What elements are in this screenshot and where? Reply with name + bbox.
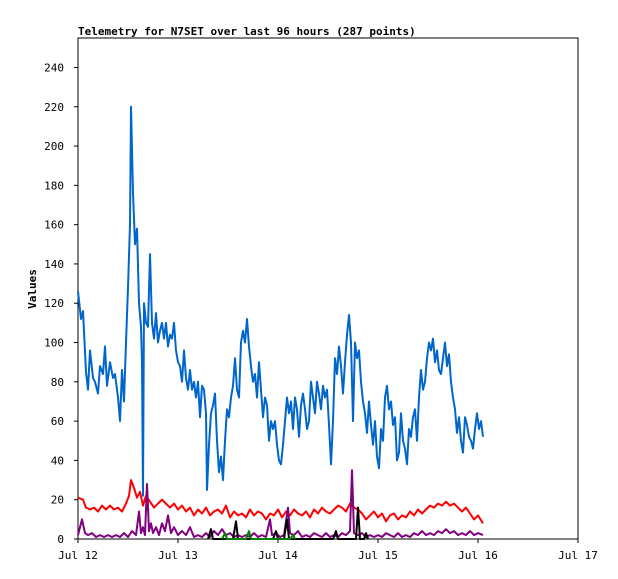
y-axis-label: Values (26, 269, 39, 309)
y-tick-label: 0 (57, 533, 64, 546)
series-line-4 (207, 506, 369, 540)
y-tick-label: 40 (51, 454, 64, 467)
x-tick-label: Jul 12 (58, 549, 98, 562)
x-tick-label: Jul 13 (158, 549, 198, 562)
y-axis-ticks: 0 20 40 60 80 100 120 140 160 180 200 220 240 (44, 61, 78, 546)
x-axis-ticks: Jul 12 Jul 13 Jul 14 Jul 15 Jul 16 Jul 17 (58, 539, 598, 562)
series-line-1 (77, 105, 484, 497)
y-tick-label: 120 (44, 297, 64, 310)
plot-area (77, 37, 579, 540)
y-tick-label: 60 (51, 415, 64, 428)
y-tick-label: 160 (44, 219, 64, 232)
y-tick-label: 200 (44, 140, 64, 153)
y-tick-label: 140 (44, 258, 64, 271)
chart-title: Telemetry for N7SET over last 96 hours (… (78, 25, 416, 38)
y-tick-label: 100 (44, 337, 64, 350)
series-layer (77, 105, 484, 540)
series-line-2 (77, 479, 484, 524)
x-tick-label: Jul 15 (358, 549, 398, 562)
y-tick-label: 240 (44, 61, 64, 74)
y-tick-label: 220 (44, 101, 64, 114)
series-line-5 (221, 530, 296, 540)
series-line-3 (77, 469, 484, 538)
x-tick-label: Jul 16 (458, 549, 498, 562)
y-tick-label: 20 (51, 494, 64, 507)
y-tick-label: 80 (51, 376, 64, 389)
x-tick-label: Jul 14 (258, 549, 298, 562)
x-tick-label: Jul 17 (558, 549, 598, 562)
y-tick-label: 180 (44, 179, 64, 192)
